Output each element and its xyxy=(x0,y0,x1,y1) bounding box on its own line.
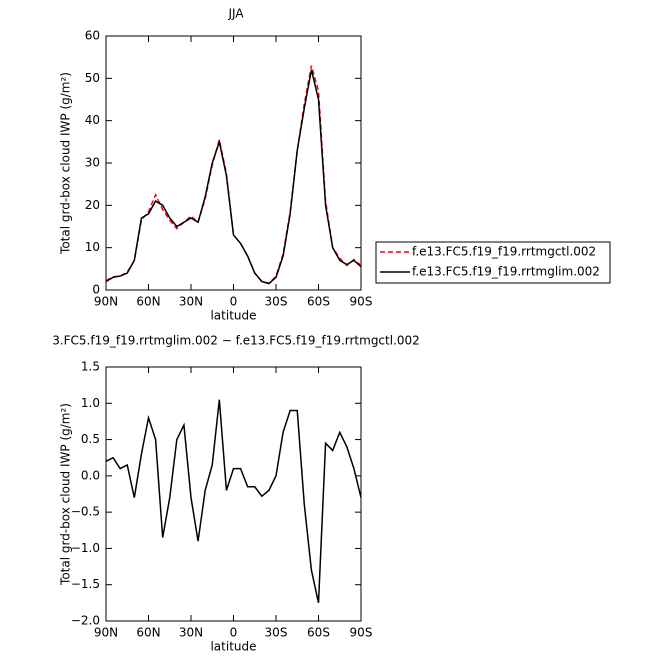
x-axis-label: latitude xyxy=(210,309,256,323)
x-tick-label: 60S xyxy=(307,626,330,640)
y-tick-label: 0.5 xyxy=(81,432,100,446)
legend-label: f.e13.FC5.f19_f19.rrtmgctl.002 xyxy=(412,245,596,259)
x-tick-label: 30S xyxy=(265,295,288,309)
x-tick-label: 90N xyxy=(94,295,118,309)
x-tick-label: 90S xyxy=(350,295,373,309)
y-tick-label: −0.5 xyxy=(71,505,100,519)
x-tick-label: 30N xyxy=(179,295,203,309)
y-tick-label: 60 xyxy=(85,29,100,43)
x-tick-label: 30S xyxy=(265,626,288,640)
x-tick-label: 0 xyxy=(230,626,238,640)
y-tick-label: 40 xyxy=(85,113,100,127)
chart-title: 3.FC5.f19_f19.rrtmglim.002 − f.e13.FC5.f… xyxy=(52,334,420,348)
x-tick-label: 60N xyxy=(136,295,160,309)
y-tick-label: 30 xyxy=(85,156,100,170)
x-tick-label: 60S xyxy=(307,295,330,309)
x-tick-label: 90N xyxy=(94,626,118,640)
x-tick-label: 30N xyxy=(179,626,203,640)
y-tick-label: −1.0 xyxy=(71,541,100,555)
y-tick-label: −1.5 xyxy=(71,577,100,591)
data-line xyxy=(105,65,362,285)
y-tick-label: 10 xyxy=(85,240,100,254)
y-tick-label: −2.0 xyxy=(71,614,100,628)
data-line xyxy=(105,399,362,604)
y-tick-label: 20 xyxy=(85,198,100,212)
y-axis-label: Total grd-box cloud IWP (g/m²) xyxy=(59,72,73,255)
x-tick-label: 90S xyxy=(350,626,373,640)
data-line xyxy=(105,69,362,285)
y-tick-label: 0 xyxy=(92,283,100,297)
y-tick-label: 50 xyxy=(85,71,100,85)
x-tick-label: 0 xyxy=(230,295,238,309)
y-tick-label: 1.5 xyxy=(81,360,100,374)
y-tick-label: 0.0 xyxy=(81,468,100,482)
y-axis-label: Total grd-box cloud IWP (g/m²) xyxy=(59,403,73,586)
legend-box xyxy=(375,241,611,284)
legend-label: f.e13.FC5.f19_f19.rrtmglim.002 xyxy=(412,265,600,279)
x-axis-label: latitude xyxy=(210,640,256,654)
chart-title: JJA xyxy=(227,7,244,21)
y-tick-label: 1.0 xyxy=(81,396,100,410)
x-tick-label: 60N xyxy=(136,626,160,640)
